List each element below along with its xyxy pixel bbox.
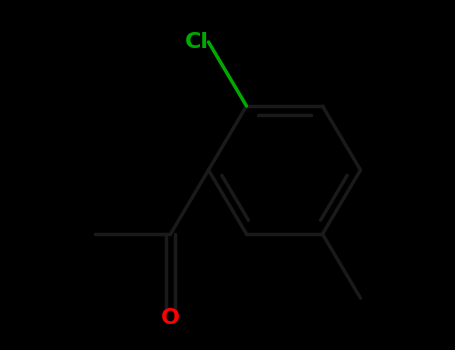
Text: O: O — [161, 308, 180, 328]
Text: Cl: Cl — [184, 32, 208, 52]
